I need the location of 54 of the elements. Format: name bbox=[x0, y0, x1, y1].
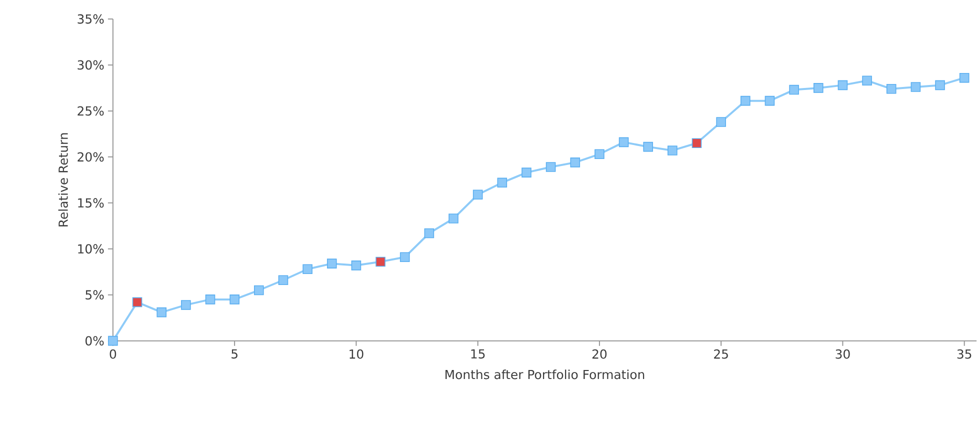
y-tick-label: 20% bbox=[78, 152, 104, 162]
x-axis-title: Months after Portfolio Formation bbox=[446, 370, 644, 380]
point bbox=[230, 294, 240, 304]
x-tick-label: 5 bbox=[232, 349, 238, 359]
point bbox=[108, 336, 118, 346]
point bbox=[448, 214, 458, 224]
y-tick-label: 35% bbox=[78, 14, 104, 24]
point bbox=[278, 275, 288, 286]
y-tick-label: 10% bbox=[78, 244, 104, 254]
x-tick-label: 0 bbox=[110, 349, 116, 359]
point bbox=[643, 142, 654, 152]
x-tick-label: 15 bbox=[471, 349, 485, 359]
point bbox=[302, 264, 312, 274]
point bbox=[740, 96, 750, 106]
point bbox=[326, 258, 337, 269]
y-tick-label: 30% bbox=[78, 60, 104, 70]
point bbox=[910, 82, 921, 92]
point bbox=[254, 285, 264, 296]
point bbox=[668, 146, 678, 156]
x-tick-label: 35 bbox=[957, 349, 972, 359]
point bbox=[424, 228, 434, 238]
point bbox=[618, 137, 629, 148]
point bbox=[181, 300, 191, 310]
point bbox=[838, 80, 848, 90]
point bbox=[351, 260, 362, 270]
point bbox=[132, 297, 142, 308]
point bbox=[764, 96, 775, 106]
x-tick-label: 25 bbox=[714, 349, 728, 359]
point bbox=[959, 73, 970, 83]
point bbox=[376, 256, 386, 267]
point bbox=[886, 84, 896, 94]
point bbox=[570, 158, 580, 168]
x-tick-label: 10 bbox=[350, 349, 364, 359]
y-tick-label: 0% bbox=[86, 336, 104, 346]
point bbox=[472, 190, 483, 200]
x-tick-label: 20 bbox=[592, 349, 607, 359]
point bbox=[813, 83, 824, 93]
point bbox=[156, 308, 166, 318]
point bbox=[400, 252, 410, 262]
y-tick-label: 15% bbox=[78, 198, 104, 208]
y-axis-title: Relative Return bbox=[58, 133, 68, 227]
point bbox=[789, 85, 799, 95]
x-tick-label: 30 bbox=[836, 349, 850, 359]
point bbox=[497, 178, 508, 188]
point bbox=[522, 168, 532, 178]
point bbox=[716, 117, 726, 127]
point bbox=[546, 162, 556, 172]
point bbox=[692, 138, 702, 148]
point bbox=[594, 149, 604, 160]
point bbox=[205, 294, 216, 304]
point bbox=[935, 80, 945, 90]
y-tick-label: 5% bbox=[86, 290, 104, 300]
point bbox=[862, 76, 872, 86]
y-tick-label: 25% bbox=[78, 106, 104, 116]
